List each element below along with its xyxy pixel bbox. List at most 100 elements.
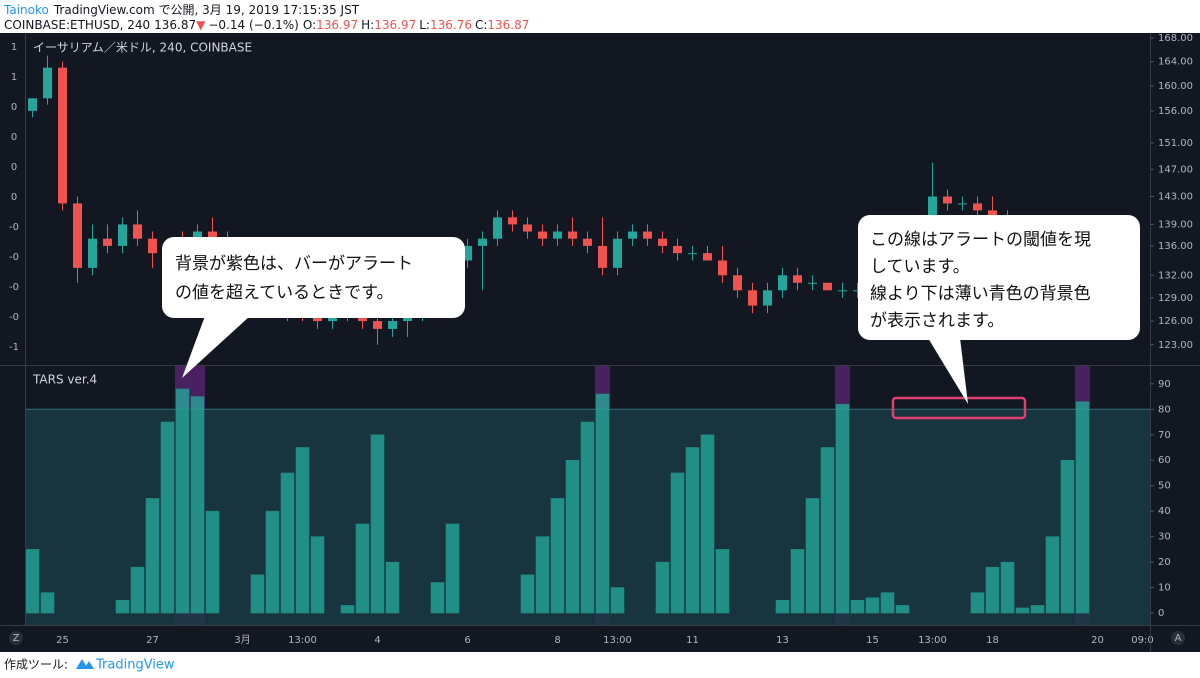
x-tick-label: 27 bbox=[146, 635, 159, 646]
candle-body bbox=[613, 238, 622, 268]
bar bbox=[190, 396, 205, 614]
bar bbox=[790, 549, 805, 614]
left-scale-label: 0 bbox=[11, 102, 17, 113]
candle-body bbox=[73, 203, 82, 268]
y-tick-label: 151.00 bbox=[1158, 138, 1193, 149]
callout-text: しています。 bbox=[870, 257, 970, 277]
bar bbox=[310, 536, 325, 614]
callout-tail bbox=[928, 338, 968, 404]
bar bbox=[685, 447, 700, 614]
ohlc-value: 136.97 bbox=[316, 18, 358, 32]
ohlc-value: 136.76 bbox=[430, 18, 472, 32]
bar bbox=[295, 447, 310, 614]
brand[interactable]: TradingView bbox=[95, 658, 175, 673]
bar bbox=[535, 536, 550, 614]
left-scale-label: -0 bbox=[9, 312, 19, 323]
ohlc-label: O: bbox=[303, 18, 316, 32]
header-line2: COINBASE:ETHUSD, 240 136.87▼ −0.14 (−0.1%)… bbox=[4, 18, 529, 32]
y-tick-label: 164.00 bbox=[1158, 57, 1193, 68]
y-tick-label: 143.00 bbox=[1158, 192, 1193, 203]
threshold-highlight bbox=[891, 396, 1027, 420]
scale-button[interactable] bbox=[9, 631, 23, 645]
bar bbox=[145, 498, 160, 614]
y-tick-label: 70 bbox=[1158, 430, 1171, 441]
candle-body bbox=[763, 290, 772, 306]
candle-body bbox=[583, 238, 592, 246]
bar bbox=[1015, 607, 1030, 614]
auto-button-label[interactable]: A bbox=[1175, 633, 1182, 644]
left-scale-label: 1 bbox=[11, 42, 17, 53]
candle-body bbox=[943, 196, 952, 204]
auto-button[interactable] bbox=[1171, 631, 1185, 645]
y-tick-label: 60 bbox=[1158, 455, 1171, 466]
x-tick-label: 13 bbox=[776, 635, 789, 646]
callout-text: 線より下は薄い青色の背景色 bbox=[870, 284, 1091, 304]
candle-body bbox=[118, 224, 127, 246]
y-tick-label: 160.00 bbox=[1158, 81, 1193, 92]
bar bbox=[970, 592, 985, 614]
author: Tainoko bbox=[3, 3, 49, 17]
x-tick-label: 4 bbox=[374, 635, 380, 646]
candle-body bbox=[973, 203, 982, 211]
candle-body bbox=[103, 238, 112, 246]
bar bbox=[250, 574, 265, 614]
bar bbox=[805, 498, 820, 614]
y-tick-label: 40 bbox=[1158, 506, 1171, 517]
candle-body bbox=[988, 210, 997, 218]
left-scale-label: -1 bbox=[9, 342, 19, 353]
callout-box bbox=[162, 237, 465, 318]
candle-body bbox=[793, 275, 802, 283]
bar bbox=[115, 599, 130, 614]
bar bbox=[835, 403, 850, 614]
y-tick-label: 10 bbox=[1158, 583, 1171, 594]
y-tick-label: 20 bbox=[1158, 557, 1171, 568]
y-tick-label: 90 bbox=[1158, 379, 1171, 390]
bar bbox=[655, 561, 670, 614]
x-tick-label: 13:00 bbox=[603, 635, 632, 646]
candle-body bbox=[88, 238, 97, 268]
candle-body bbox=[688, 253, 697, 255]
x-tick-label: 09:0 bbox=[1131, 635, 1153, 646]
callout-text: 背景が紫色は、バーがアラート bbox=[175, 254, 413, 274]
bar bbox=[715, 549, 730, 614]
y-tick-label: 0 bbox=[1158, 608, 1164, 619]
candle-body bbox=[388, 321, 397, 329]
left-scale-label: -0 bbox=[9, 282, 19, 293]
y-tick-label: 123.00 bbox=[1158, 340, 1193, 351]
candle-body bbox=[538, 231, 547, 239]
x-tick-label: 25 bbox=[56, 635, 69, 646]
change: −0.14 (−0.1%) bbox=[208, 18, 299, 32]
candle-body bbox=[733, 275, 742, 291]
candle-body bbox=[553, 231, 562, 239]
callout-tail bbox=[182, 316, 250, 378]
candle-body bbox=[568, 231, 577, 239]
x-tick-label: 6 bbox=[464, 635, 470, 646]
y-tick-label: 139.00 bbox=[1158, 219, 1193, 230]
candle-body bbox=[508, 217, 517, 225]
header-line1: Tainoko TradingView.com で公開, 3月 19, 2019 … bbox=[3, 3, 360, 17]
bar bbox=[595, 393, 610, 614]
y-tick-label: 156.00 bbox=[1158, 106, 1193, 117]
candle-body bbox=[43, 67, 52, 99]
y-tick-label: 136.00 bbox=[1158, 241, 1193, 252]
osc-title: TARS ver.4 bbox=[32, 373, 97, 387]
bar bbox=[670, 472, 685, 614]
published: TradingView.com で公開, 3月 19, 2019 17:15:3… bbox=[53, 3, 360, 17]
callout-text: が表示されます。 bbox=[870, 311, 1004, 331]
left-scale-label: 0 bbox=[11, 132, 17, 143]
left-scale-label: 0 bbox=[11, 162, 17, 173]
change-arrow: ▼ bbox=[196, 18, 206, 32]
scale-button-label[interactable]: Z bbox=[13, 633, 20, 644]
bar bbox=[430, 582, 445, 614]
bar bbox=[565, 459, 580, 614]
left-scale-label: -0 bbox=[9, 252, 19, 263]
candle-body bbox=[373, 321, 382, 329]
x-tick-label: 3月 bbox=[234, 634, 250, 646]
callout-box bbox=[858, 215, 1140, 340]
candle-body bbox=[643, 231, 652, 239]
candle-body bbox=[673, 245, 682, 254]
x-tick-label: 13:00 bbox=[918, 635, 947, 646]
bar bbox=[775, 599, 790, 614]
y-tick-label: 168.00 bbox=[1158, 33, 1193, 44]
